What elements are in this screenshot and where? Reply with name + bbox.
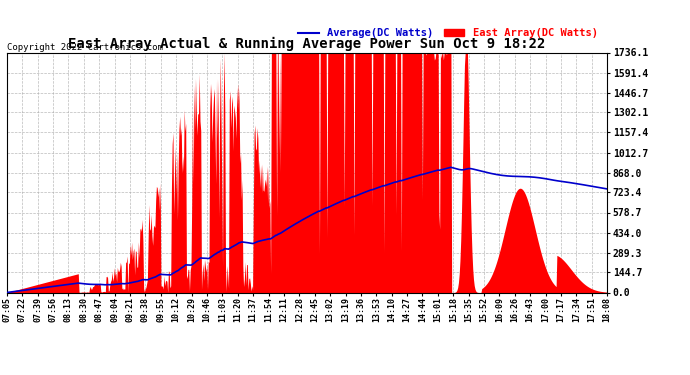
Title: East Array Actual & Running Average Power Sun Oct 9 18:22: East Array Actual & Running Average Powe… (68, 37, 546, 51)
Legend: Average(DC Watts), East Array(DC Watts): Average(DC Watts), East Array(DC Watts) (294, 24, 602, 42)
Text: Copyright 2022 Cartronics.com: Copyright 2022 Cartronics.com (7, 43, 163, 52)
